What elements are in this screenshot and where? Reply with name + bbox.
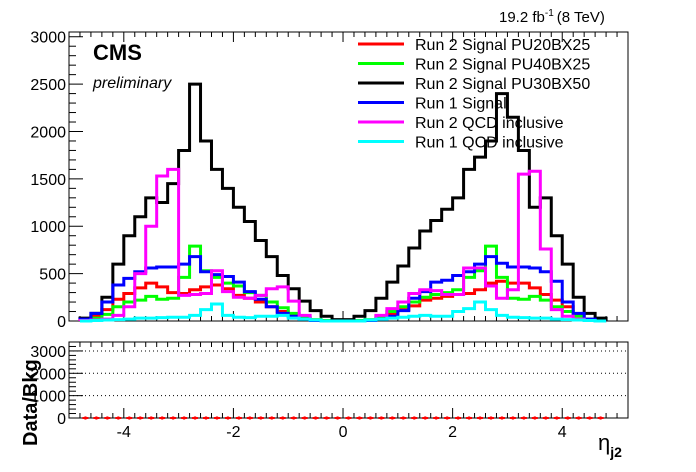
ratio-point [160, 416, 164, 420]
main-y-tick-label: 3000 [30, 30, 66, 47]
ratio-point [445, 416, 449, 420]
ratio-point [467, 416, 471, 420]
ratio-point [456, 416, 460, 420]
ratio-point [368, 416, 373, 420]
status-label: preliminary [92, 75, 172, 92]
ratio-y-tick-label: 1000 [30, 389, 66, 406]
ratio-point [171, 416, 175, 420]
legend-entry-5: Run 2 QCD inclusive [415, 115, 564, 132]
ratio-point [138, 416, 142, 420]
legend-entry-4: Run 1 Signal [415, 96, 507, 113]
ratio-point [588, 416, 592, 420]
ratio-point [303, 416, 307, 420]
ratio-point [511, 416, 515, 420]
ratio-point [346, 416, 351, 420]
ratio-point [105, 416, 109, 420]
ratio-point [314, 416, 318, 420]
ratio-point [204, 416, 208, 420]
x-tick-label: -4 [117, 424, 131, 441]
main-y-tick-label: 1000 [30, 219, 66, 236]
ratio-point [94, 416, 99, 420]
legend-entry-6: Run 1 QCD inclusive [415, 135, 564, 152]
ratio-point [259, 416, 263, 420]
legend-entry-2: Run 2 Signal PU40BX25 [415, 57, 590, 74]
legend-entry-3: Run 2 Signal PU30BX50 [415, 76, 590, 93]
ratio-point [292, 416, 296, 420]
histogram-series-6 [79, 300, 607, 323]
ratio-point [248, 416, 252, 420]
x-tick-label: -2 [226, 424, 240, 441]
ratio-y-axis-label: Data/Bkg [20, 359, 42, 446]
ratio-y-tick-label: 3000 [30, 344, 66, 361]
x-tick-label: 2 [448, 424, 457, 441]
ratio-point [182, 416, 186, 420]
ratio-point [533, 416, 537, 420]
main-y-tick-label: 1500 [30, 172, 66, 189]
ratio-point [598, 416, 603, 420]
main-plot-series [78, 82, 608, 323]
main-y-tick-label: 2000 [30, 124, 66, 141]
ratio-point [226, 416, 230, 420]
ratio-point [237, 416, 241, 420]
ratio-point [401, 416, 405, 420]
legend: Run 2 Signal PU20BX25 Run 2 Signal PU40BX… [358, 37, 590, 152]
ratio-point [193, 416, 197, 420]
ratio-point [379, 416, 383, 420]
ratio-point [566, 416, 570, 420]
ratio-point [522, 416, 526, 420]
ratio-point [83, 416, 88, 420]
ratio-point [116, 416, 120, 420]
ratio-plot-ticks: 0 1000 2000 3000 -4 -2 0 2 4 [30, 342, 629, 441]
main-y-tick-label: 0 [57, 314, 66, 331]
x-tick-label: 0 [339, 424, 348, 441]
ratio-point [555, 416, 559, 420]
experiment-label: CMS [93, 40, 142, 65]
ratio-point [324, 416, 329, 420]
ratio-point [544, 416, 548, 420]
ratio-point [577, 416, 581, 420]
ratio-point [335, 416, 340, 420]
x-axis-label: ηj2 [598, 430, 622, 460]
ratio-y-tick-label: 2000 [30, 366, 66, 383]
ratio-y-tick-label: 0 [57, 411, 66, 428]
ratio-point [357, 416, 362, 420]
ratio-point [215, 416, 219, 420]
legend-entry-1: Run 2 Signal PU20BX25 [415, 37, 590, 54]
ratio-point [270, 416, 274, 420]
ratio-point [281, 416, 285, 420]
ratio-point [423, 416, 427, 420]
ratio-plot-points [82, 416, 604, 420]
luminosity-label: 19.2 fb-1 (8 TeV) [499, 8, 605, 26]
main-y-tick-label: 500 [39, 267, 66, 284]
ratio-plot-frame [68, 341, 629, 419]
ratio-point [500, 416, 504, 420]
ratio-point [149, 416, 153, 420]
ratio-point [390, 416, 394, 420]
ratio-point [412, 416, 416, 420]
main-y-tick-label: 2500 [30, 77, 66, 94]
ratio-point [127, 416, 131, 420]
ratio-point [434, 416, 438, 420]
x-tick-label: 4 [558, 424, 567, 441]
ratio-point [489, 416, 493, 420]
ratio-point [478, 416, 482, 420]
